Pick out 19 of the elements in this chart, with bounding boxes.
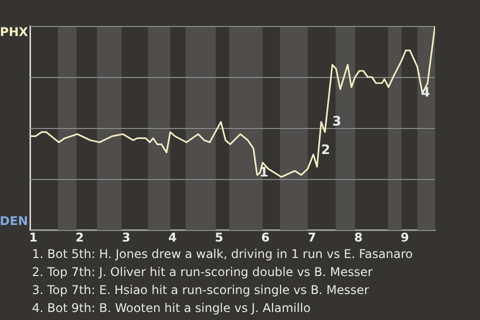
annotation: 1 — [259, 165, 268, 180]
x-tick-label: 2 — [76, 230, 84, 244]
x-tick-label: 4 — [168, 230, 177, 244]
x-tick-label: 5 — [214, 230, 224, 244]
x-tick-label: 1 — [29, 230, 38, 244]
x-tick-label: 6 — [261, 230, 270, 244]
x-tick-label: 9 — [400, 230, 409, 244]
text: 4. Bot 9th: B. Wooten hit a single vs J. Alamillo — [32, 300, 312, 317]
text: 1. Bot 5th: H. Jones drew a walk, driving in 1 run vs E. Fasanaro — [32, 246, 413, 263]
text: DEN — [0, 214, 28, 228]
text: PHX — [0, 25, 29, 40]
x-tick-label: 7 — [308, 230, 316, 244]
text: 3. Top 7th: E. Hsiao hit a run-scoring single vs B. Messer — [32, 282, 370, 299]
x-tick-label: 3 — [122, 230, 130, 244]
x-tick-label: 8 — [354, 230, 363, 244]
annotation: 3 — [332, 114, 342, 130]
annotation: 4 — [420, 86, 430, 101]
text: 2. Top 7th: J. Oliver hit a run-scoring double vs B. Messer — [32, 264, 374, 281]
annotation: 2 — [321, 142, 330, 158]
